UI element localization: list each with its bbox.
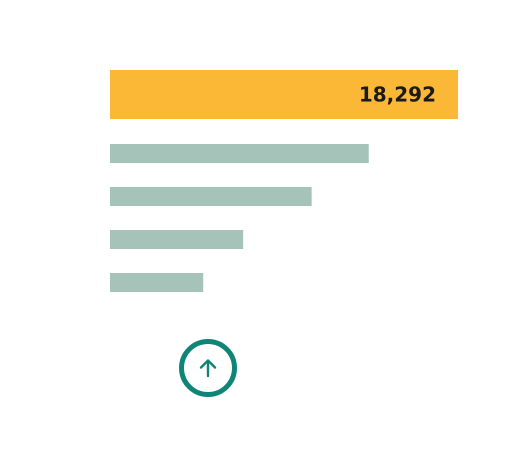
bar bbox=[110, 144, 369, 163]
scroll-up-button[interactable] bbox=[179, 339, 237, 397]
bar bbox=[110, 230, 244, 249]
bar-value-label: 18,292 bbox=[359, 83, 436, 107]
bar bbox=[110, 187, 312, 206]
bar bbox=[110, 273, 204, 292]
arrow-up-icon bbox=[199, 359, 217, 378]
bar-highlighted bbox=[110, 70, 458, 119]
labels-group: 18,292 bbox=[359, 83, 436, 107]
bars-group bbox=[110, 70, 458, 292]
